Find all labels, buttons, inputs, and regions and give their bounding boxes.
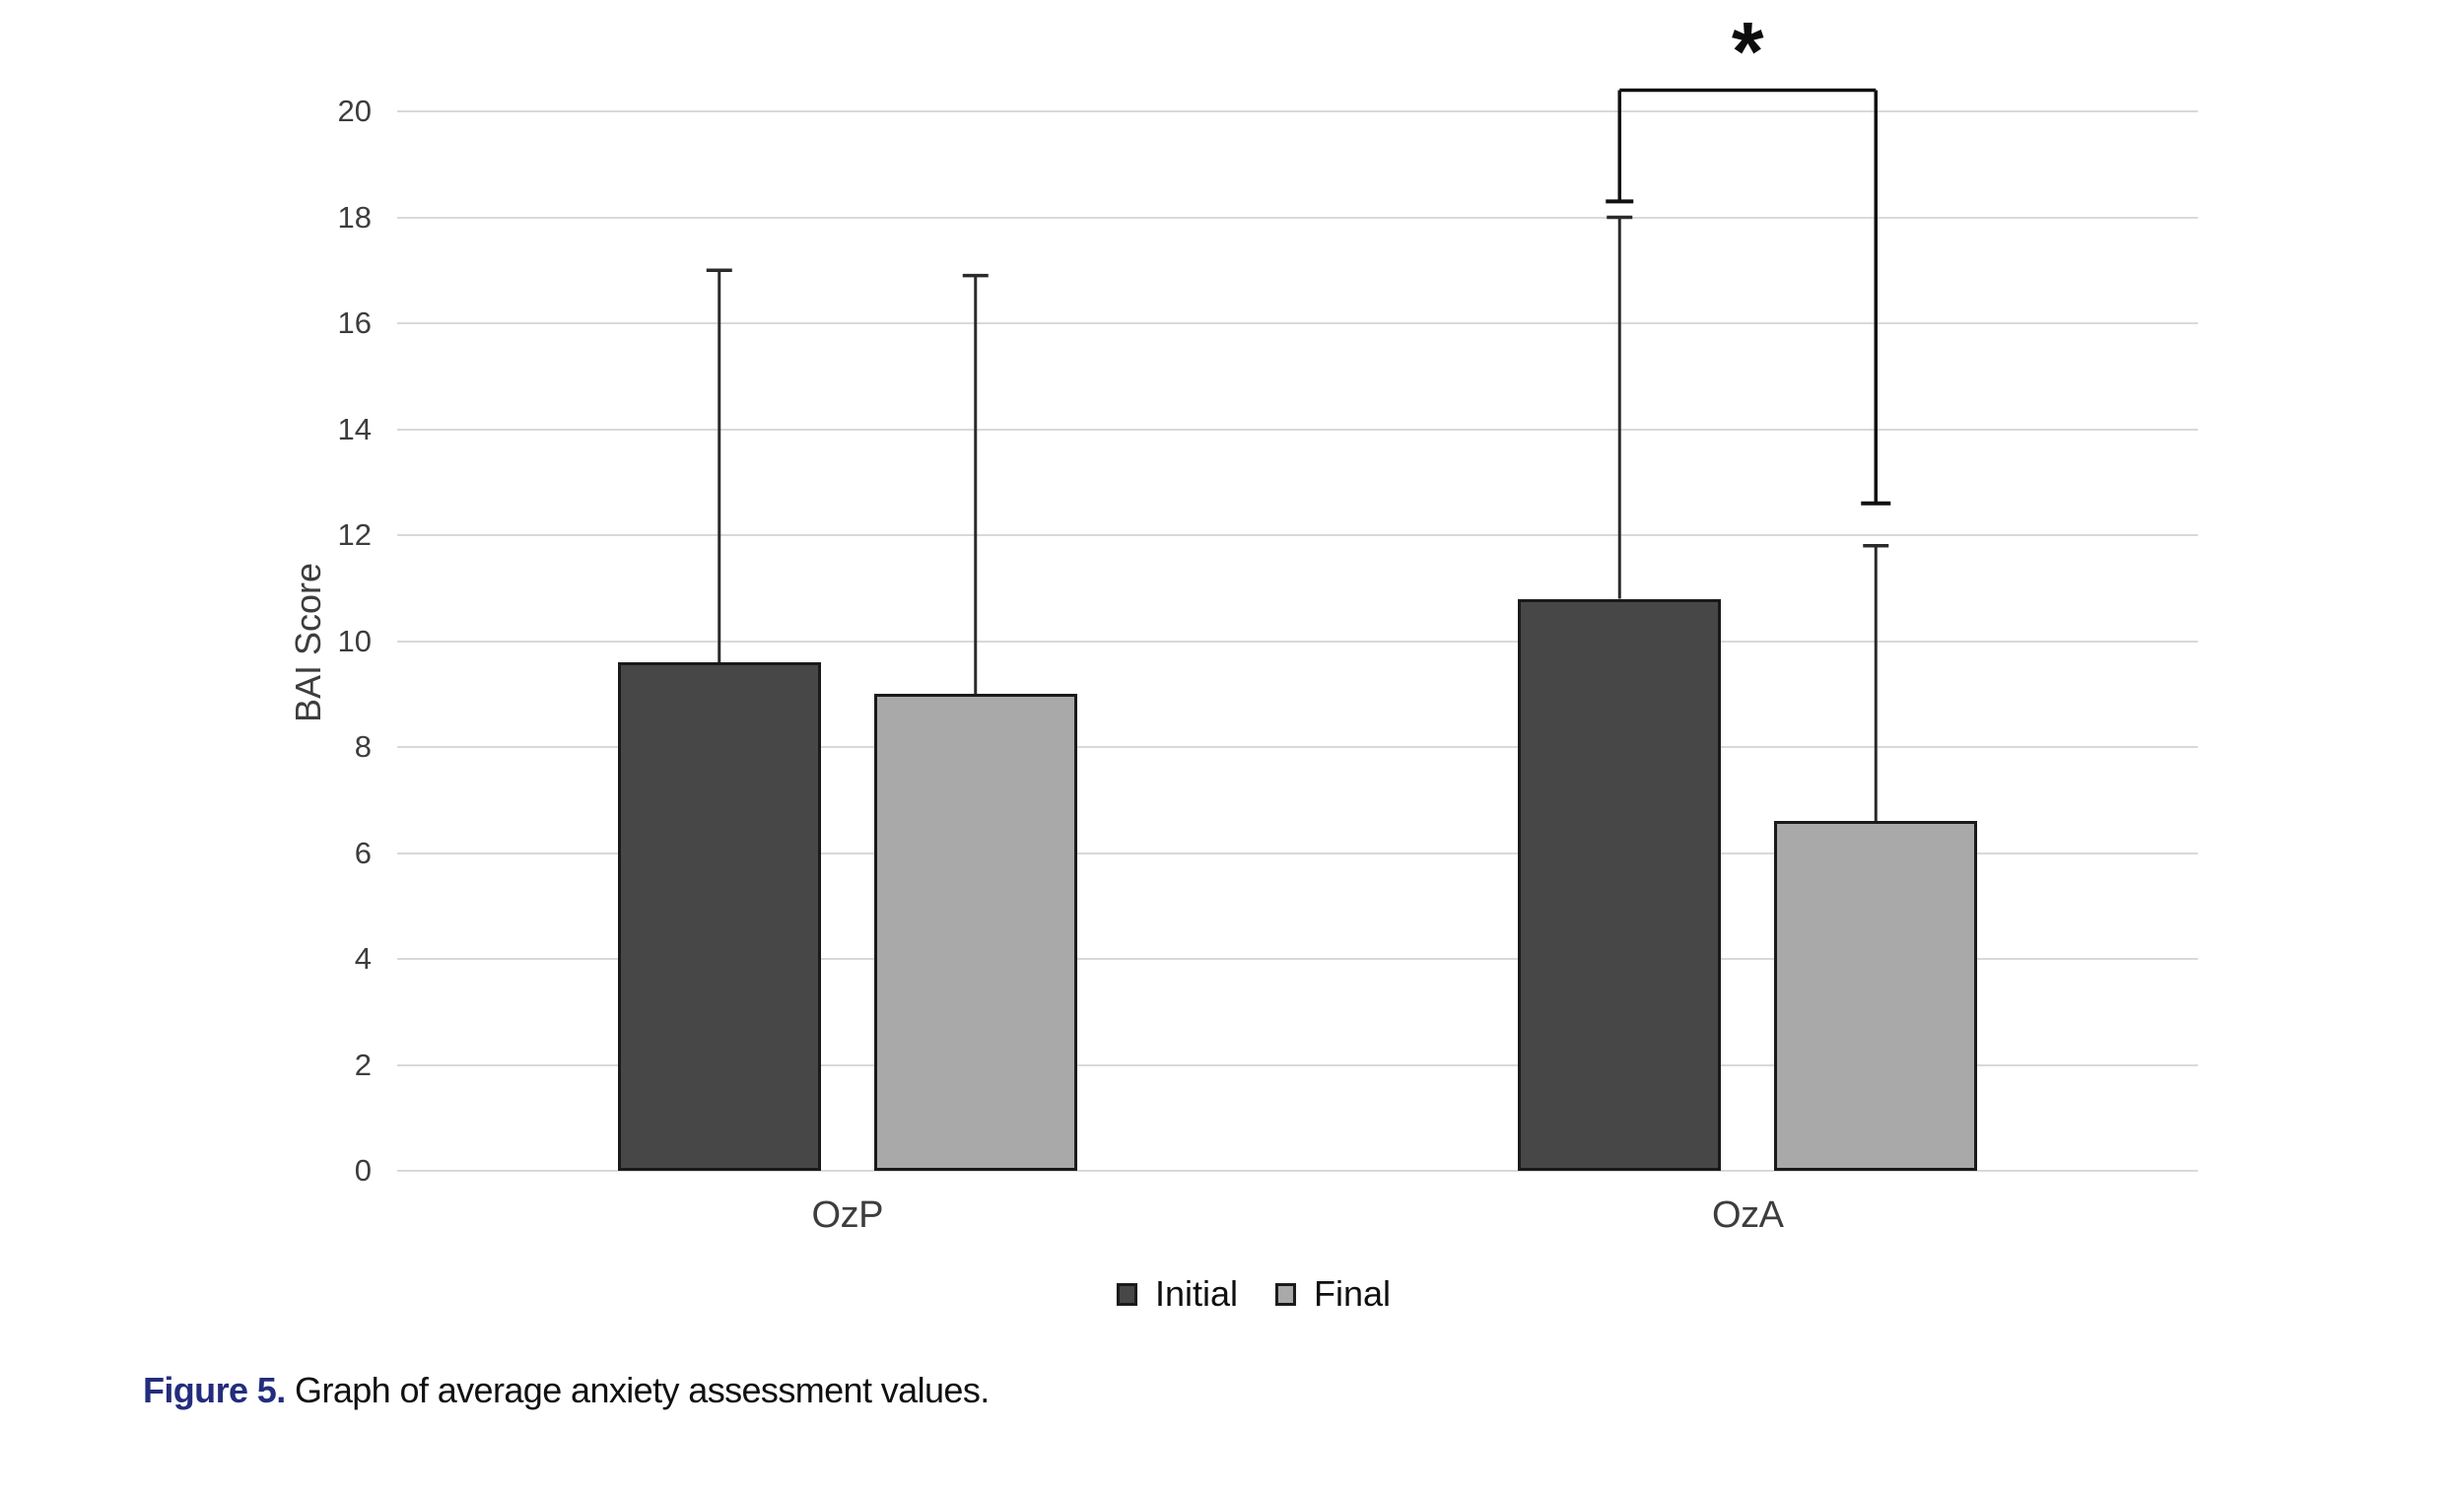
chart-legend: Initial Final xyxy=(1116,1273,1391,1315)
legend-label-final: Final xyxy=(1314,1273,1392,1314)
gridline-y-0 xyxy=(397,1170,2198,1172)
y-tick-label-6: 6 xyxy=(354,835,372,870)
gridline-y-2 xyxy=(397,1063,2198,1066)
y-tick-label-10: 10 xyxy=(337,623,372,658)
gridline-y-16 xyxy=(397,322,2198,324)
significance-asterisk: * xyxy=(1731,4,1764,98)
x-tick-label-ozp: OzP xyxy=(811,1194,884,1236)
legend-label-initial: Initial xyxy=(1154,1273,1239,1314)
y-tick-label-4: 4 xyxy=(354,941,372,976)
y-tick-label-14: 14 xyxy=(337,411,372,446)
gridline-y-8 xyxy=(397,746,2198,748)
y-tick-label-16: 16 xyxy=(337,306,372,340)
y-tick-label-20: 20 xyxy=(337,94,372,128)
y-tick-label-2: 2 xyxy=(354,1047,372,1082)
y-tick-label-8: 8 xyxy=(354,729,372,764)
figure-caption: Figure 5. Graph of average anxiety asses… xyxy=(143,1370,990,1411)
gridline-y-10 xyxy=(397,640,2198,643)
legend-swatch-initial xyxy=(1116,1282,1137,1306)
x-tick-label-oza: OzA xyxy=(1712,1194,1784,1236)
gridline-y-20 xyxy=(397,110,2198,112)
gridline-y-14 xyxy=(397,428,2198,431)
figure-caption-label: Figure 5. xyxy=(143,1370,286,1410)
gridline-y-18 xyxy=(397,216,2198,219)
figure-caption-text: Graph of average anxiety assessment valu… xyxy=(285,1370,990,1410)
bar-ozp-initial xyxy=(617,662,821,1171)
gridline-y-6 xyxy=(397,851,2198,854)
gridline-y-12 xyxy=(397,534,2198,536)
legend-item-initial: Initial xyxy=(1116,1273,1239,1315)
legend-item-final: Final xyxy=(1275,1273,1391,1315)
bar-oza-initial xyxy=(1518,598,1722,1171)
gridline-y-4 xyxy=(397,958,2198,960)
bar-ozp-final xyxy=(873,694,1077,1171)
y-tick-label-18: 18 xyxy=(337,199,372,235)
legend-swatch-final xyxy=(1275,1282,1297,1306)
y-tick-label-0: 0 xyxy=(354,1153,372,1188)
bar-oza-final xyxy=(1774,821,1978,1171)
y-tick-label-12: 12 xyxy=(337,517,372,552)
